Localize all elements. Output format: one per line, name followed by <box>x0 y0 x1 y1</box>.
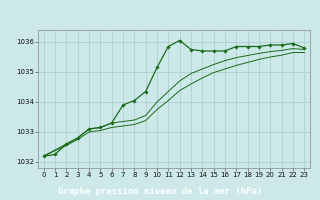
Text: Graphe pression niveau de la mer (hPa): Graphe pression niveau de la mer (hPa) <box>58 186 262 196</box>
